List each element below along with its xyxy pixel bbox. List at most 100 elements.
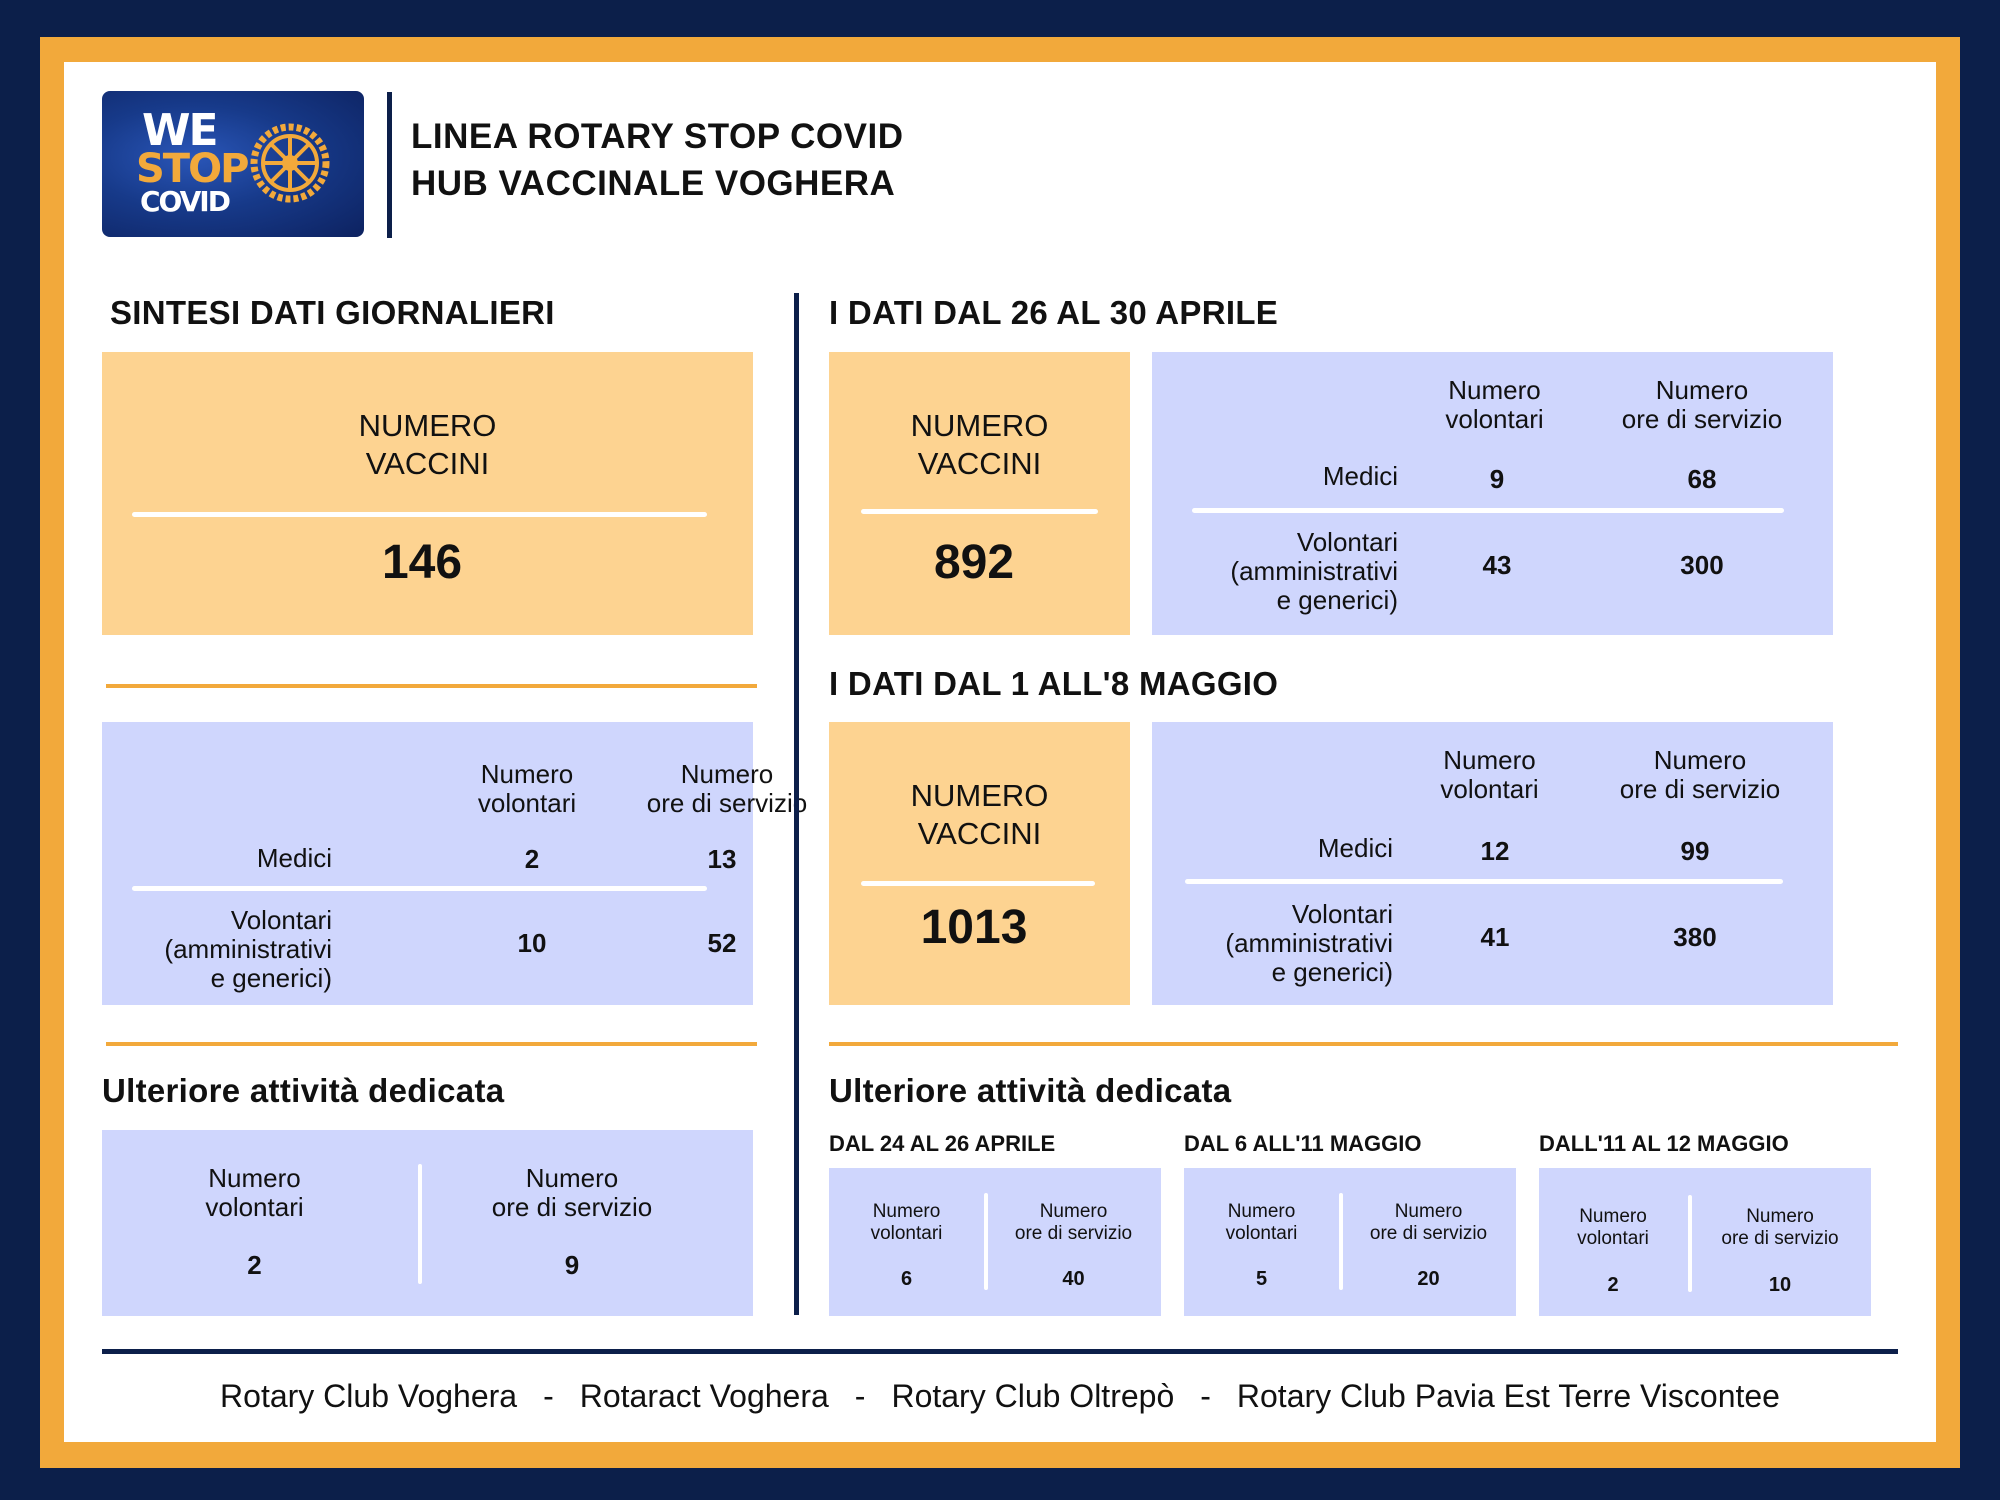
may-section-title: I DATI DAL 1 ALL'8 MAGGIO — [829, 665, 1279, 702]
volontari-ore: 300 — [1680, 550, 1724, 580]
row-label-line: e generici) — [1271, 957, 1393, 987]
white-divider — [861, 881, 1095, 886]
club-separator: - — [543, 1378, 554, 1414]
row-label-line: (amministrativi — [164, 934, 332, 964]
row-label-medici: Medici — [1322, 461, 1398, 491]
may-volunteers-table: Numero volontari Numero ore di servizio … — [1152, 722, 1833, 1005]
col-header-line: Numero — [680, 759, 774, 789]
daily-section-title: SINTESI DATI GIORNALIERI — [110, 294, 555, 331]
rotary-wheel-icon — [250, 123, 330, 203]
daily-extra-title: Ulteriore attività dedicata — [102, 1072, 505, 1109]
volontari-ore: 380 — [1673, 922, 1717, 952]
club-separator: - — [854, 1378, 866, 1414]
logo-we-text: WE — [142, 105, 219, 156]
col-header-line: Numero — [1653, 745, 1747, 775]
period-box: Numero volontari 6 Numero ore di servizi… — [829, 1168, 1161, 1316]
period-volontari-value: 6 — [900, 1268, 913, 1290]
white-divider — [132, 886, 707, 891]
vaccini-value: 1013 — [920, 901, 1028, 954]
april-volunteers-table: Numero volontari Numero ore di servizio … — [1152, 352, 1833, 635]
footer-clubs: Rotary Club Voghera - Rotaract Voghera -… — [102, 1378, 1898, 1415]
row-label-volontari: Volontari (amministrativi e generici) — [1152, 528, 1398, 615]
extra-ore-value: 9 — [564, 1250, 580, 1280]
may-vaccini-box: NUMERO VACCINI 1013 — [829, 722, 1130, 1005]
period-col-ore: Numero ore di servizio — [1694, 1206, 1866, 1250]
col-header-line: Numero — [1443, 745, 1536, 775]
header-line-2: HUB VACCINALE VOGHERA — [411, 164, 896, 203]
volontari-volontari: 43 — [1482, 550, 1512, 580]
col-header-line: Numero — [1746, 1206, 1814, 1227]
row-label-volontari: Volontari (amministrativi e generici) — [102, 906, 332, 993]
daily-volunteers-table: Numero volontari Numero ore di servizio … — [102, 722, 807, 1005]
col-header-line: volontari — [1577, 1228, 1649, 1249]
medici-ore: 13 — [707, 844, 737, 874]
white-vertical-divider — [984, 1193, 988, 1290]
period-col-volontari: Numero volontari — [829, 1201, 984, 1245]
orange-divider — [106, 684, 757, 688]
row-label-line: Volontari — [230, 905, 332, 935]
white-divider — [1185, 879, 1783, 884]
we-stop-covid-logo: WE STOP COVID — [102, 91, 364, 237]
col-header-line: ore di servizio — [646, 788, 808, 818]
middle-divider — [794, 293, 799, 1315]
col-header-line: Numero — [480, 759, 574, 789]
vaccini-label-1: NUMERO — [910, 778, 1049, 813]
white-divider — [1192, 508, 1784, 513]
period-col-volontari: Numero volontari — [1539, 1206, 1687, 1250]
row-label-medici: Medici — [256, 843, 332, 873]
club-name: Rotaract Voghera — [579, 1378, 829, 1414]
header-line-1: LINEA ROTARY STOP COVID — [411, 117, 904, 156]
col-header-line: ore di servizio — [1621, 404, 1783, 434]
period-ore-value: 20 — [1417, 1268, 1440, 1290]
row-label-line: Volontari — [1296, 527, 1398, 557]
vaccini-value: 146 — [381, 536, 463, 589]
april-section-title: I DATI DAL 26 AL 30 APRILE — [829, 294, 1279, 331]
volontari-volontari: 41 — [1480, 922, 1510, 952]
header-divider — [387, 92, 392, 238]
col-header-volontari: Numero volontari — [1377, 376, 1612, 434]
col-header-line: Numero — [1579, 1206, 1647, 1227]
daily-extra-box: Numero volontari 2 Numero ore di servizi… — [102, 1130, 753, 1316]
row-label-line: e generici) — [210, 963, 332, 993]
period-volontari-value: 5 — [1255, 1268, 1268, 1290]
col-header-volontari: Numero volontari — [1372, 746, 1607, 804]
period-col-volontari: Numero volontari — [1184, 1201, 1339, 1245]
medici-volontari: 9 — [1489, 464, 1505, 494]
right-extra-title: Ulteriore attività dedicata — [829, 1072, 1232, 1109]
col-header-line: ore di servizio — [1014, 1223, 1133, 1244]
col-header-line: volontari — [477, 788, 577, 818]
row-label-volontari: Volontari (amministrativi e generici) — [1152, 900, 1393, 987]
volontari-ore: 52 — [707, 928, 737, 958]
club-name: Rotary Club Pavia Est Terre Viscontee — [1236, 1378, 1780, 1414]
vaccini-label-1: NUMERO — [358, 408, 497, 443]
medici-volontari: 12 — [1480, 836, 1510, 866]
col-header-line: ore di servizio — [1721, 1228, 1839, 1249]
col-header-line: ore di servizio — [1619, 774, 1781, 804]
orange-divider — [106, 1042, 757, 1046]
col-header-line: ore di servizio — [491, 1192, 653, 1222]
col-header-ore: Numero ore di servizio — [1572, 376, 1832, 434]
period-ore-value: 10 — [1768, 1274, 1792, 1296]
white-divider — [861, 509, 1098, 514]
vaccini-value: 892 — [933, 536, 1015, 589]
medici-volontari: 2 — [524, 844, 540, 874]
col-header-line: Numero — [1655, 375, 1749, 405]
col-header-line: Numero — [1448, 375, 1541, 405]
white-divider — [132, 512, 707, 517]
volontari-volontari: 10 — [517, 928, 547, 958]
col-header-line: volontari — [1445, 404, 1544, 434]
footer-divider — [102, 1349, 1898, 1354]
row-label-line: Volontari — [1291, 899, 1393, 929]
col-header-line: Numero — [1394, 1201, 1463, 1222]
period-box: Numero volontari 2 Numero ore di servizi… — [1539, 1168, 1871, 1316]
col-header-ore: Numero ore di servizio — [1570, 746, 1830, 804]
logo-covid-text: COVID — [140, 185, 231, 218]
medici-ore: 68 — [1687, 464, 1717, 494]
col-header-line: Numero — [1039, 1201, 1108, 1222]
extra-col-volontari: Numero volontari — [152, 1164, 357, 1222]
row-label-line: (amministrativi — [1230, 556, 1398, 586]
row-label-line: e generici) — [1276, 585, 1398, 615]
vaccini-label-2: VACCINI — [365, 446, 490, 481]
club-name: Rotary Club Oltrepò — [891, 1378, 1175, 1414]
extra-volontari-value: 2 — [247, 1250, 262, 1280]
